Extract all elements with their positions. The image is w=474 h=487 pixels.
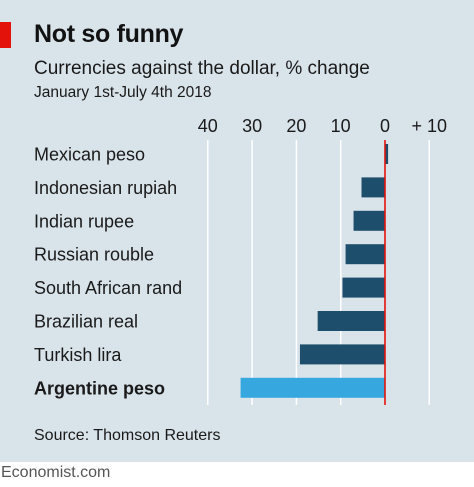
x-tick-label: 40: [198, 116, 218, 136]
chart-card: Not so funny Currencies against the doll…: [0, 0, 474, 462]
chart-subtitle: Currencies against the dollar, % change: [34, 58, 370, 79]
chart-title: Not so funny: [34, 20, 184, 48]
bar-argentine-peso: [240, 377, 385, 398]
category-label: South African rand: [34, 278, 182, 298]
bar-turkish-lira: [299, 344, 385, 365]
bar-south-african-rand: [342, 277, 385, 298]
x-tick-label: 0: [380, 116, 390, 136]
bar-russian-rouble: [345, 244, 385, 265]
bar-chart: 40 30 20 10 0 + 10 Mexican peso Indonesian rup…: [34, 116, 447, 405]
source-note: Source: Thomson Reuters: [34, 427, 221, 444]
x-tick-label: 20: [286, 116, 306, 136]
x-tick-label: 30: [242, 116, 262, 136]
bar-layer: [240, 144, 389, 398]
economist-logo-text: Economist.com: [1, 464, 111, 481]
category-label: Russian rouble: [34, 245, 154, 265]
brand-red-tag: [0, 22, 11, 48]
category-label: Argentine peso: [34, 378, 165, 398]
bar-indonesian-rupiah: [361, 177, 385, 198]
category-label: Indian rupee: [34, 211, 134, 231]
x-tick-label: + 10: [412, 116, 448, 136]
grid-layer: [207, 140, 431, 405]
bar-mexican-peso: [385, 144, 389, 164]
category-label: Indonesian rupiah: [34, 178, 177, 198]
bar-indian-rupee: [353, 210, 385, 231]
x-tick-label: 10: [331, 116, 351, 136]
bar-brazilian-real: [317, 311, 385, 331]
category-label: Turkish lira: [34, 345, 122, 365]
tick-label-layer: 40 30 20 10 0 + 10: [198, 116, 447, 136]
category-label-layer: Mexican peso Indonesian rupiah Indian rupe…: [34, 145, 182, 399]
category-label: Mexican peso: [34, 145, 145, 165]
chart-date-range: January 1st-July 4th 2018: [34, 84, 212, 101]
category-label: Brazilian real: [34, 312, 138, 332]
